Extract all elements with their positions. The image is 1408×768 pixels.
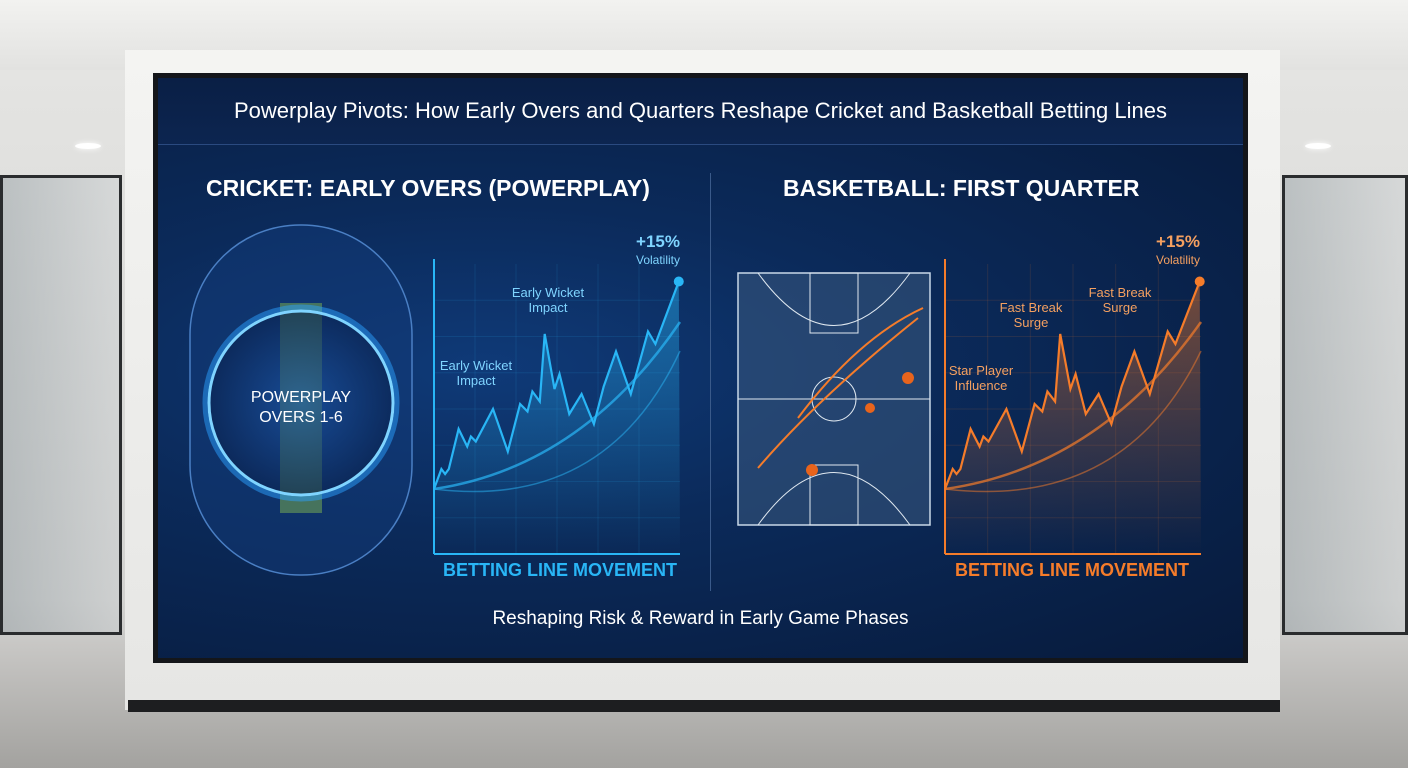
peak-caption: Volatility	[1155, 253, 1201, 267]
peak-marker	[1194, 276, 1205, 287]
trend-curve	[944, 350, 1202, 493]
basketball-heading: BASKETBALL: FIRST QUARTER	[783, 175, 1140, 201]
annotation: Early Wicket Impact	[439, 358, 513, 388]
trend-curve	[944, 321, 1203, 491]
glass-partition	[0, 175, 122, 635]
basketball-icon	[865, 403, 875, 413]
cricket-stadium	[189, 224, 413, 576]
divider	[710, 173, 711, 591]
betting-line	[432, 281, 680, 490]
infographic: Powerplay Pivots: How Early Overs and Qu…	[158, 78, 1243, 658]
subtitle: Reshaping Risk & Reward in Early Game Ph…	[492, 608, 909, 629]
peak-label: +15% Volatility	[628, 233, 688, 269]
basketball-court	[737, 272, 931, 526]
badge-line: POWERPLAY	[250, 389, 352, 406]
glass-partition	[1282, 175, 1408, 635]
peak-marker	[673, 276, 684, 287]
chart-footer: BETTING LINE MOVEMENT	[955, 560, 1189, 580]
basketball-icon	[902, 372, 914, 384]
betting-line	[943, 281, 1201, 490]
powerplay-ring	[207, 309, 395, 497]
peak-caption: Volatility	[635, 253, 681, 267]
peak-label: +15% Volatility	[1148, 233, 1208, 269]
line-area	[945, 281, 1201, 554]
cricket-heading: CRICKET: EARLY OVERS (POWERPLAY)	[206, 175, 650, 201]
annotation: Fast Break Surge	[1088, 285, 1152, 315]
peak-value: +15%	[1156, 232, 1200, 251]
trend-curve	[433, 350, 681, 493]
badge-line: OVERS 1-6	[259, 409, 343, 426]
wall-base	[128, 700, 1280, 712]
peak-value: +15%	[636, 232, 680, 251]
page-title: Powerplay Pivots: How Early Overs and Qu…	[158, 78, 1243, 145]
ceiling-light	[1305, 143, 1331, 149]
annotation: Star Player Influence	[948, 363, 1014, 393]
trend-curve	[433, 321, 682, 491]
annotation: Fast Break Surge	[999, 300, 1063, 330]
annotation: Early Wicket Impact	[511, 285, 585, 315]
ceiling-light	[75, 143, 101, 149]
display-screen: Powerplay Pivots: How Early Overs and Qu…	[153, 73, 1248, 663]
powerplay-badge: POWERPLAY OVERS 1-6	[240, 388, 362, 428]
line-area	[434, 281, 680, 554]
chart-footer: BETTING LINE MOVEMENT	[443, 560, 677, 580]
artwork	[189, 224, 1205, 576]
basketball-icon	[806, 464, 818, 476]
